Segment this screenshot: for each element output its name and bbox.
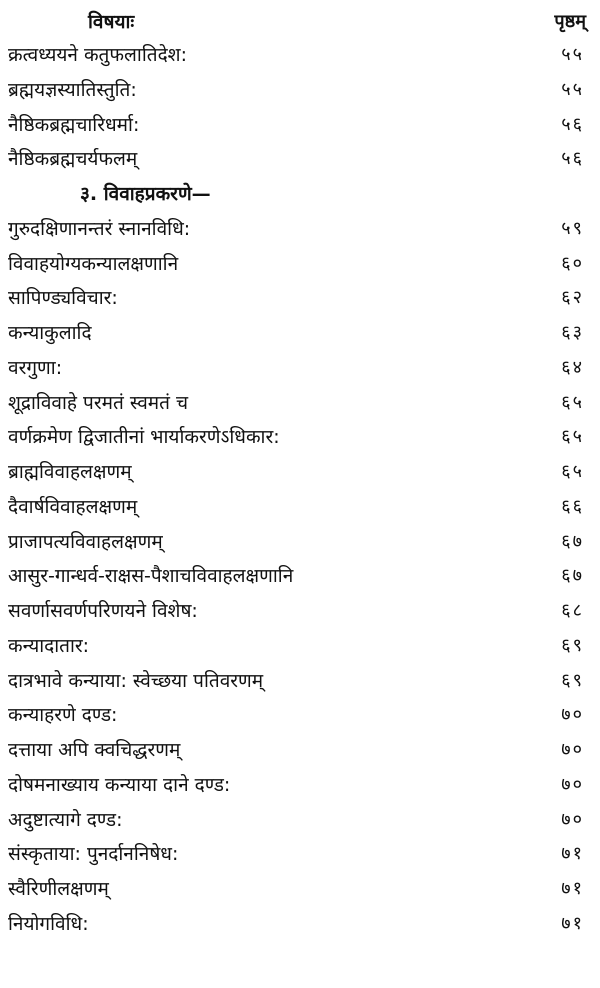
toc-entry: स्वैरिणीलक्षणम् ७१ [0, 872, 600, 906]
toc-entry: दोषमनाख्याय कन्याया दाने दण्ड: ७० [0, 768, 600, 802]
toc-entry: वर्णक्रमेण द्विजातीनां भार्याकरणेऽधिकार:… [0, 420, 600, 454]
toc-entry: अदुष्टात्यागे दण्ड: ७० [0, 803, 600, 837]
subject-column-heading: विषयाः [88, 11, 135, 33]
toc-header: विषयाः पृष्ठम् [0, 5, 600, 39]
entry-title: नियोगविधि: [8, 912, 89, 935]
entry-title: सवर्णासवर्णपरिणयने विशेष: [8, 600, 198, 622]
entry-title: कन्याहरणे दण्ड: [8, 704, 118, 727]
entry-page-number: ५६ [561, 148, 584, 170]
entry-page-number: ७० [561, 773, 584, 795]
entry-page-number: ७१ [561, 912, 584, 934]
section-heading: ३. विवाहप्रकरणे— [0, 177, 600, 211]
entry-title: गुरुदक्षिणानन्तरं स्नानविधि: [8, 217, 191, 240]
toc-entry: कन्याहरणे दण्ड: ७० [0, 698, 600, 732]
entry-title: शूद्राविवाहे परमतं स्वमतं च [8, 391, 189, 414]
toc-entry: नैष्ठिकब्रह्मचारिधर्मा: ५६ [0, 108, 600, 142]
entry-title: ब्राह्मविवाहलक्षणम् [8, 461, 132, 483]
toc-entry: कन्यादातार: ६९ [0, 629, 600, 663]
entry-page-number: ६५ [561, 391, 584, 413]
entry-page-number: ५५ [561, 44, 584, 65]
entry-page-number: ६४ [561, 356, 584, 378]
toc-entry: सवर्णासवर्णपरिणयने विशेष: ६८ [0, 594, 600, 628]
entry-page-number: ६७ [561, 565, 584, 587]
entry-page-number: ७१ [561, 843, 584, 865]
entry-page-number: ६९ [561, 634, 584, 656]
entry-page-number: ७० [561, 808, 584, 830]
toc-entry: सापिण्ड्यविचार: ६२ [0, 281, 600, 315]
toc-entry: गुरुदक्षिणानन्तरं स्नानविधि: ५९ [0, 212, 600, 246]
entry-page-number: ७० [561, 704, 584, 726]
entry-page-number: ६६ [561, 495, 584, 517]
toc-entry: प्राजापत्यविवाहलक्षणम् ६७ [0, 525, 600, 559]
toc-entry: संस्कृताया: पुनर्दाननिषेध: ७१ [0, 837, 600, 871]
entry-title: सापिण्ड्यविचार: [8, 287, 118, 310]
entry-page-number: ५६ [561, 113, 584, 135]
entry-title: कन्यादातार: [8, 634, 90, 657]
entry-title: वरगुणा: [8, 356, 63, 379]
entry-title: स्वैरिणीलक्षणम् [8, 878, 109, 900]
entry-title: दात्रभावे कन्याया: स्वेच्छया पतिवरणम् [8, 669, 264, 692]
toc-entry: दैवार्षविवाहलक्षणम् ६६ [0, 490, 600, 524]
entry-title: क्रत्वध्ययने कतुफलातिदेश: [8, 44, 187, 66]
entry-title: ब्रह्मयज्ञस्यातिस्तुति: [8, 78, 137, 101]
toc-entry: आसुर-गान्धर्व-राक्षस-पैशाचविवाहलक्षणानि ६… [0, 559, 600, 593]
toc-entry: वरगुणा: ६४ [0, 351, 600, 385]
entry-page-number: ६९ [561, 669, 584, 691]
entry-page-number: ६२ [561, 287, 584, 309]
toc-entry: विवाहयोग्यकन्यालक्षणानि ६० [0, 247, 600, 281]
toc-entry: ब्राह्मविवाहलक्षणम् ६५ [0, 455, 600, 489]
entry-page-number: ७० [561, 739, 584, 760]
toc-entry: कन्याकुलादि ६३ [0, 316, 600, 350]
toc-entry: दत्ताया अपि क्वचिद्धरणम् ७० [0, 733, 600, 767]
entry-title: आसुर-गान्धर्व-राक्षस-पैशाचविवाहलक्षणानि [8, 565, 294, 588]
entry-title: अदुष्टात्यागे दण्ड: [8, 808, 123, 831]
entry-page-number: ६५ [561, 461, 584, 482]
entry-page-number: ६७ [561, 530, 584, 552]
toc-entry: नियोगविधि: ७१ [0, 907, 600, 941]
toc-entry: ब्रह्मयज्ञस्यातिस्तुति: ५५ [0, 73, 600, 107]
entry-title: ३. विवाहप्रकरणे— [80, 183, 211, 205]
entry-title: नैष्ठिकब्रह्मचारिधर्मा: [8, 113, 140, 136]
entry-page-number: ७१ [561, 878, 584, 899]
entry-title: वर्णक्रमेण द्विजातीनां भार्याकरणेऽधिकार: [8, 426, 280, 449]
toc-entry: क्रत्वध्ययने कतुफलातिदेश: ५५ [0, 38, 600, 72]
toc-entry: दात्रभावे कन्याया: स्वेच्छया पतिवरणम् ६९ [0, 664, 600, 698]
entry-title: विवाहयोग्यकन्यालक्षणानि [8, 252, 179, 275]
entry-page-number: ५५ [561, 78, 584, 100]
entry-title: दैवार्षविवाहलक्षणम् [8, 495, 138, 518]
entry-title: संस्कृताया: पुनर्दाननिषेध: [8, 843, 179, 866]
entry-title: दत्ताया अपि क्वचिद्धरणम् [8, 739, 181, 761]
entry-page-number: ५९ [561, 217, 584, 239]
entry-title: नैष्ठिकब्रह्मचर्यफलम् [8, 148, 138, 171]
entry-title: दोषमनाख्याय कन्याया दाने दण्ड: [8, 773, 231, 796]
entry-title: प्राजापत्यविवाहलक्षणम् [8, 530, 163, 553]
entry-page-number: ६५ [561, 426, 584, 448]
page-column-heading: पृष्ठम् [554, 11, 586, 32]
entry-page-number: ६० [561, 252, 584, 274]
toc-entry: नैष्ठिकब्रह्मचर्यफलम् ५६ [0, 142, 600, 176]
entry-page-number: ६८ [561, 600, 584, 621]
toc-entry: शूद्राविवाहे परमतं स्वमतं च ६५ [0, 386, 600, 420]
entry-page-number: ६३ [561, 322, 584, 343]
entry-title: कन्याकुलादि [8, 322, 92, 344]
